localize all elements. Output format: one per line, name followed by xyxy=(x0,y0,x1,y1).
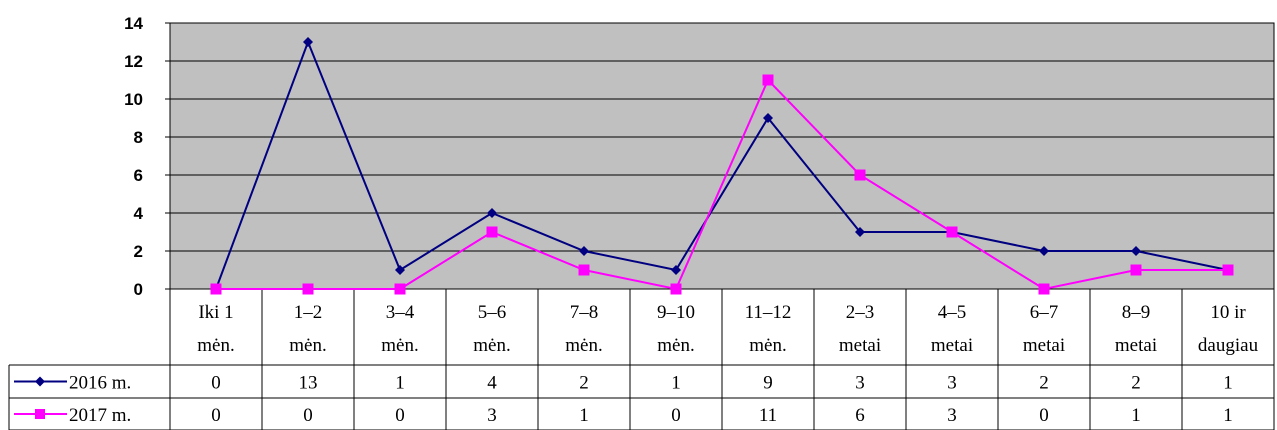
category-label: 11–12 xyxy=(745,302,792,323)
table-value: 3 xyxy=(947,405,957,426)
category-label: 8–9 xyxy=(1122,302,1151,323)
category-label: 2–3 xyxy=(846,302,875,323)
table-value: 2 xyxy=(1131,373,1141,394)
category-label: mėn. xyxy=(289,335,326,356)
table-value: 4 xyxy=(487,373,497,394)
table-value: 0 xyxy=(1039,405,1049,426)
table-value: 1 xyxy=(1131,405,1141,426)
data-point xyxy=(395,265,405,275)
table-value: 0 xyxy=(395,405,405,426)
category-label: mėn. xyxy=(473,335,510,356)
category-label: metai xyxy=(1023,335,1065,356)
table-value: 9 xyxy=(763,373,773,394)
data-point xyxy=(1130,264,1142,276)
data-point xyxy=(579,246,589,256)
y-tick-label: 0 xyxy=(134,280,143,299)
table-value: 0 xyxy=(303,405,313,426)
category-label: 7–8 xyxy=(570,302,599,323)
data-point xyxy=(210,283,222,295)
category-label: metai xyxy=(1115,335,1157,356)
table-value: 1 xyxy=(1223,405,1233,426)
gridlines xyxy=(170,22,1274,290)
table-value: 0 xyxy=(211,373,221,394)
y-tick-label: 10 xyxy=(124,90,143,109)
data-point xyxy=(302,283,314,295)
data-point xyxy=(1222,264,1234,276)
y-tick-label: 8 xyxy=(134,128,143,147)
table-value: 1 xyxy=(671,373,681,394)
category-label: metai xyxy=(931,335,973,356)
data-point xyxy=(855,227,865,237)
data-point xyxy=(486,226,498,238)
y-tick-label: 14 xyxy=(124,14,143,33)
series-name: 2017 m. xyxy=(69,405,131,426)
table-value: 6 xyxy=(855,405,865,426)
category-label: mėn. xyxy=(657,335,694,356)
category-label: 1–2 xyxy=(294,302,323,323)
table-value: 2 xyxy=(579,373,589,394)
category-label: mėn. xyxy=(749,335,786,356)
data-point xyxy=(1039,246,1049,256)
data-point xyxy=(762,74,774,86)
table-value: 13 xyxy=(299,373,318,394)
category-label: mėn. xyxy=(197,335,234,356)
data-point xyxy=(946,226,958,238)
y-tick-label: 12 xyxy=(124,52,143,71)
table-value: 3 xyxy=(947,373,957,394)
data-point xyxy=(578,264,590,276)
table-value: 3 xyxy=(855,373,865,394)
plot-background xyxy=(169,22,1275,290)
series-group xyxy=(210,37,1234,295)
series-line xyxy=(215,39,1229,290)
table-value: 1 xyxy=(395,373,405,394)
table-value: 11 xyxy=(759,405,777,426)
series-line xyxy=(216,78,1228,291)
series-2 xyxy=(210,74,1234,295)
category-label: 5–6 xyxy=(478,302,507,323)
data-point xyxy=(671,265,681,275)
data-point xyxy=(1038,283,1050,295)
y-tick-label: 2 xyxy=(134,242,143,261)
data-point xyxy=(670,283,682,295)
data-point xyxy=(303,37,313,47)
data-point xyxy=(763,113,773,123)
category-label: mėn. xyxy=(381,335,418,356)
table-value: 1 xyxy=(1223,373,1233,394)
data-point xyxy=(854,169,866,181)
data-table: Iki 1 mėn. 1–2 mėn. 3–4 mėn. 5–6 mėn. 7–8 mėn. 9–1… xyxy=(8,288,1275,430)
category-label: 4–5 xyxy=(938,302,967,323)
legend-marker xyxy=(35,409,45,419)
category-label: 10 ir xyxy=(1210,302,1246,323)
legend-marker xyxy=(35,376,45,387)
table-value: 0 xyxy=(211,405,221,426)
table-value: 3 xyxy=(487,405,497,426)
category-label: 3–4 xyxy=(386,302,415,323)
y-tick-label: 6 xyxy=(134,166,143,185)
data-point xyxy=(394,283,406,295)
series-name: 2016 m. xyxy=(69,373,131,394)
y-tick-label: 4 xyxy=(134,204,144,223)
table-value: 2 xyxy=(1039,373,1049,394)
category-label: 9–10 xyxy=(657,302,695,323)
data-point xyxy=(1131,246,1141,256)
y-axis: 0 2 4 6 8 10 12 14 xyxy=(124,14,171,299)
data-point xyxy=(487,208,497,218)
category-label: mėn. xyxy=(565,335,602,356)
category-label: 6–7 xyxy=(1030,302,1059,323)
plot-area xyxy=(169,22,1275,290)
table-value: 0 xyxy=(671,405,681,426)
category-label: metai xyxy=(839,335,881,356)
category-label: daugiau xyxy=(1198,335,1259,356)
table-value: 1 xyxy=(579,405,589,426)
category-label: Iki 1 xyxy=(198,302,233,323)
